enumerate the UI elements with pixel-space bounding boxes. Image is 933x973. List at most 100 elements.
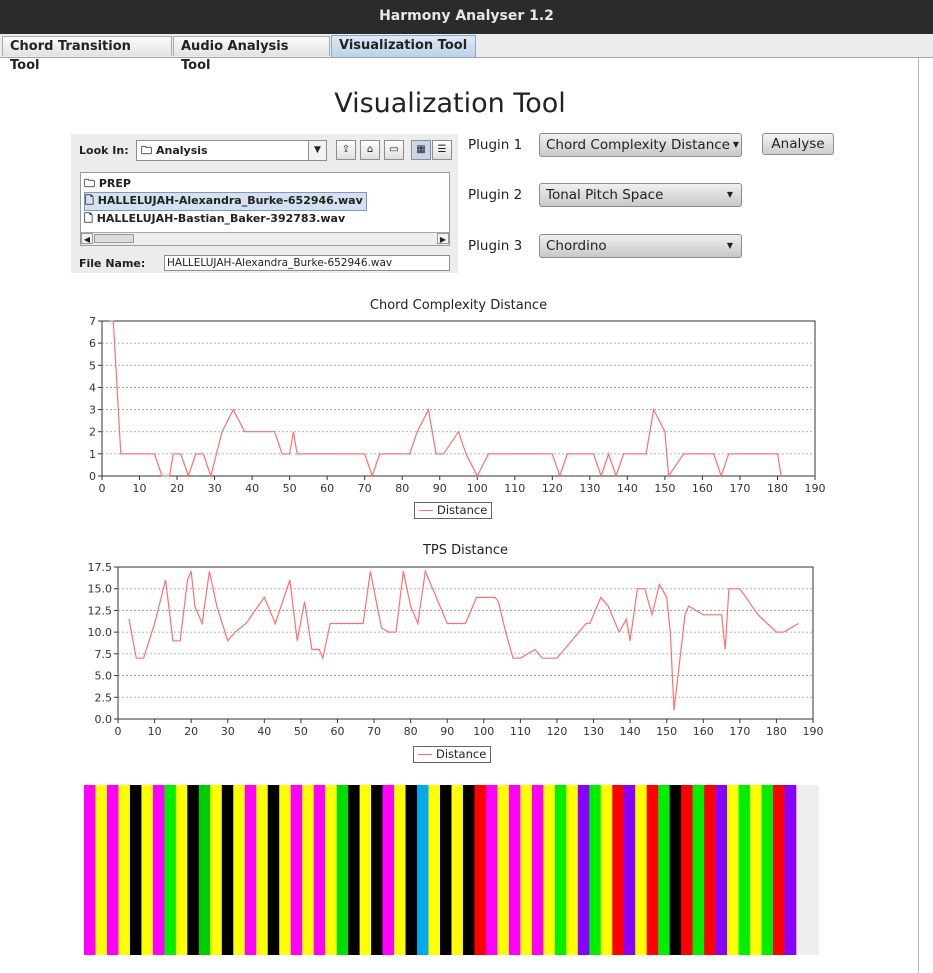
chord-color-bar [279, 785, 292, 955]
chart1-y-tick-label: 5 [89, 359, 96, 372]
chart2-legend-label: Distance [436, 747, 487, 761]
chord-color-bar [738, 785, 751, 955]
details-view-icon: ☰ [437, 144, 447, 155]
file-item-bastian-baker[interactable]: 🗋 HALLELUJAH-Bastian_Baker-392783.wav [84, 210, 348, 227]
chart1-x-tick-label: 130 [579, 482, 600, 495]
chart2-x-tick-label: 150 [656, 725, 677, 738]
chart1-x-tick-label: 50 [283, 482, 297, 495]
file-name-input[interactable]: HALLELUJAH-Alexandra_Burke-652946.wav [164, 255, 450, 271]
chart1-x-tick-label: 0 [99, 482, 106, 495]
chart2-x-tick-label: 0 [115, 725, 122, 738]
chart1-y-tick-label: 3 [89, 404, 96, 417]
new-folder-icon: ▭ [389, 144, 399, 155]
chart1-x-tick-label: 30 [208, 482, 222, 495]
file-list[interactable]: 🗀 PREP 🗋 HALLELUJAH-Alexandra_Burke-6529… [80, 172, 450, 246]
chord-color-bar [106, 785, 119, 955]
chevron-down-icon[interactable]: ▼ [308, 141, 326, 160]
chord-color-bar [394, 785, 406, 955]
chart1-x-tick-label: 10 [133, 482, 147, 495]
chart1-x-tick-label: 110 [504, 482, 525, 495]
chord-color-bar [474, 785, 487, 955]
new-folder-button[interactable]: ▭ [384, 140, 404, 160]
details-view-button[interactable]: ☰ [432, 140, 452, 160]
file-item-prep[interactable]: 🗀 PREP [84, 175, 134, 192]
chart2-x-tick-label: 100 [473, 725, 494, 738]
chart1-x-tick-label: 190 [805, 482, 826, 495]
chord-color-bar [95, 785, 108, 955]
chord-color-bar [428, 785, 441, 955]
chart1-x-tick-label: 140 [617, 482, 638, 495]
chevron-down-icon: ▼ [732, 140, 739, 149]
chord-color-bar [129, 785, 142, 955]
scroll-left-icon[interactable]: ◀ [81, 233, 93, 244]
chart1-x-tick-label: 40 [245, 482, 259, 495]
chart2-y-tick-label: 5.0 [95, 670, 113, 683]
chart2-x-tick-label: 30 [221, 725, 235, 738]
plugin-3-dropdown[interactable]: Chordino ▼ [539, 234, 742, 258]
tab-visualization-tool[interactable]: Visualization Tool [331, 35, 476, 57]
chord-color-bar [554, 785, 567, 955]
tps-distance-chart: TPS Distance 0.0 2.5 5.0 7.5 10.0 12.5 15.0 17.5… [88, 543, 824, 738]
chord-color-bar [669, 785, 682, 955]
chart1-y-tick-label: 2 [89, 426, 96, 439]
chord-color-bar [750, 785, 762, 955]
chart1-legend: Distance [414, 502, 493, 519]
chart2-x-tick-label: 40 [257, 725, 271, 738]
chart2-x-tick-label: 80 [404, 725, 418, 738]
chart1-x-tick-label: 60 [320, 482, 334, 495]
plugin-1-value: Chord Complexity Distance [546, 137, 730, 153]
chord-color-bar [508, 785, 521, 955]
chord-color-bar [152, 785, 165, 955]
chord-color-bar [566, 785, 579, 955]
file-chooser: Look In: 🗀 Analysis ▼ ⇪ ⌂ ▭ ▦ ☰ 🗀 PREP 🗋… [71, 134, 458, 273]
look-in-value: Analysis [156, 144, 208, 157]
chart1-plot-area [101, 320, 816, 477]
file-icon: 🗋 [85, 194, 94, 207]
chord-color-bar [302, 785, 314, 955]
chart1-x-tick-label: 120 [542, 482, 563, 495]
up-folder-button[interactable]: ⇪ [336, 140, 356, 160]
chart2-y-tick-label: 12.5 [88, 604, 113, 617]
page-title: Visualization Tool [334, 88, 566, 119]
chord-color-bar [612, 785, 625, 955]
window-title: Harmony Analyser 1.2 [0, 0, 933, 34]
chord-color-bar [497, 785, 510, 955]
chord-color-strip-svg [84, 785, 797, 955]
scroll-thumb[interactable] [94, 234, 134, 243]
chart1-x-tick-label: 160 [692, 482, 713, 495]
file-item-alexandra-burke[interactable]: 🗋 HALLELUJAH-Alexandra_Burke-652946.wav [84, 192, 367, 211]
chart1-title: Chord Complexity Distance [370, 298, 547, 313]
legend-swatch [419, 510, 433, 511]
chart1-x-tick-label: 100 [467, 482, 488, 495]
chord-color-bar [175, 785, 188, 955]
chart2-y-tick-label: 15.0 [88, 583, 113, 596]
file-name-text: PREP [98, 177, 131, 190]
chord-color-bar [635, 785, 648, 955]
chord-color-bar [371, 785, 383, 955]
chord-color-bar [440, 785, 452, 955]
chord-color-bar [325, 785, 337, 955]
chord-color-bar [761, 785, 774, 955]
list-view-button[interactable]: ▦ [411, 140, 431, 160]
chord-color-bar [715, 785, 728, 955]
chart2-x-tick-label: 110 [510, 725, 531, 738]
scroll-right-icon[interactable]: ▶ [437, 233, 449, 244]
plugin-1-dropdown[interactable]: Chord Complexity Distance ▼ [539, 133, 742, 157]
chord-color-bar [164, 785, 177, 955]
tab-chord-transition-tool[interactable]: Chord Transition Tool [2, 36, 172, 73]
chord-color-bar [336, 785, 349, 955]
chart2-x-tick-label: 160 [693, 725, 714, 738]
plugin-2-dropdown[interactable]: Tonal Pitch Space ▼ [539, 183, 742, 207]
chart2-x-tick-label: 140 [620, 725, 641, 738]
horizontal-scrollbar[interactable]: ◀ ▶ [81, 232, 449, 245]
chart2-y-tick-label: 17.5 [88, 561, 113, 574]
look-in-combo[interactable]: 🗀 Analysis ▼ [136, 140, 327, 161]
chord-color-bar [313, 785, 326, 955]
home-button[interactable]: ⌂ [360, 140, 380, 160]
chart2-y-tick-label: 2.5 [95, 691, 113, 704]
chord-color-bar [359, 785, 372, 955]
analyse-button[interactable]: Analyse [762, 133, 834, 155]
tab-audio-analysis-tool[interactable]: Audio Analysis Tool [173, 36, 330, 73]
chord-color-bar [681, 785, 693, 955]
